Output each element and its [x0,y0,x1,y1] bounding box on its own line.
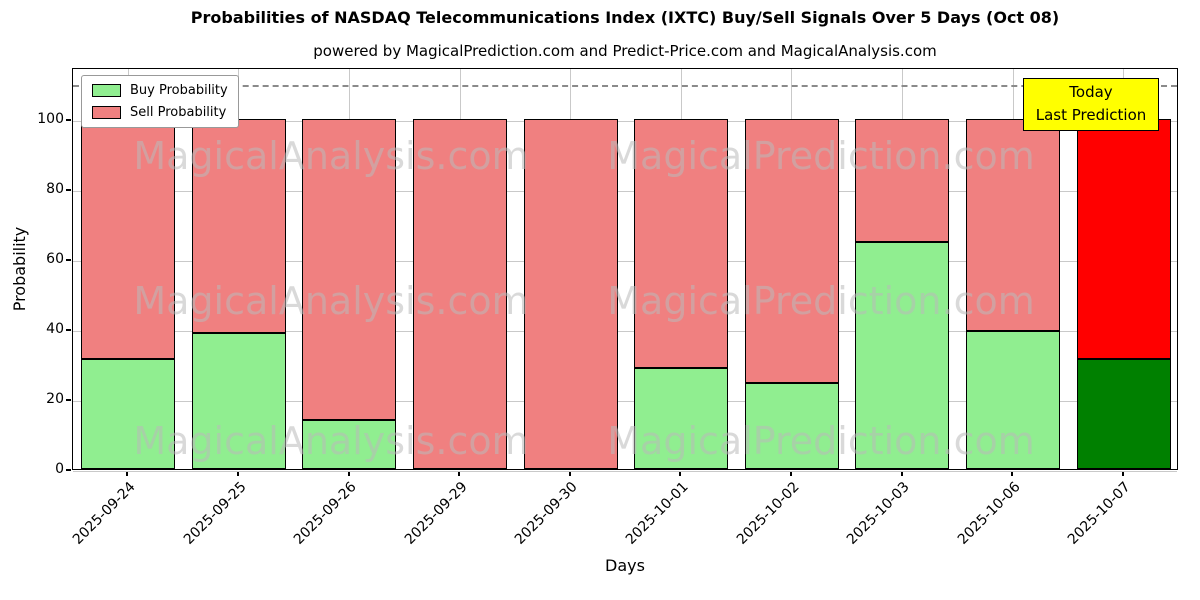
y-tick-label: 60 [46,251,64,268]
watermark-text: MagicalPrediction.com [607,419,1035,463]
x-tick-mark [900,471,903,476]
gridline-horizontal [73,400,1177,402]
y-tick-mark [66,259,71,262]
watermark-text: MagicalPrediction.com [607,279,1035,323]
legend-item: Sell Probability [92,105,228,120]
buy-bar-segment [855,241,950,469]
x-tick-label: 2025-10-01 [622,479,692,548]
y-tick-mark [66,399,71,402]
plot-area: Buy Probability Sell Probability Today La… [72,68,1178,472]
x-tick-label: 2025-10-02 [733,479,803,548]
sell-bar-segment [855,119,950,242]
sell-bar-segment [744,119,839,384]
legend-item: Buy Probability [92,83,228,98]
gridline-horizontal [73,190,1177,192]
legend-label: Buy Probability [130,83,228,98]
sell-bar-segment [413,119,508,469]
x-tick-mark [568,471,571,476]
sell-bar-segment [302,119,397,421]
buy-legend-swatch [92,84,121,97]
gridline-horizontal [73,260,1177,262]
watermark-text: MagicalAnalysis.com [133,419,529,463]
sell-bar-segment [1076,119,1171,359]
x-tick-mark [1011,471,1014,476]
x-tick-label: 2025-09-26 [290,479,360,548]
dashed-reference-line [73,85,1177,88]
x-tick-label: 2025-10-06 [954,479,1024,548]
x-axis-label: Days [605,556,645,575]
x-tick-label: 2025-09-29 [401,479,471,548]
buy-bar-segment [302,420,397,469]
x-tick-mark [789,471,792,476]
y-tick-label: 20 [46,391,64,408]
watermark-text: MagicalPrediction.com [607,134,1035,178]
legend: Buy Probability Sell Probability [81,75,239,128]
x-tick-mark [679,471,682,476]
y-tick-label: 100 [37,111,64,128]
sell-bar-segment [966,119,1061,331]
gridline-horizontal [73,470,1177,472]
sell-legend-swatch [92,106,121,119]
sell-bar-segment [81,119,176,359]
today-annotation: Today Last Prediction [1023,78,1159,131]
y-tick-mark [66,329,71,332]
x-tick-label: 2025-10-07 [1065,479,1135,548]
gridline-horizontal [73,330,1177,332]
chart-title: Probabilities of NASDAQ Telecommunicatio… [190,8,1060,27]
y-tick-label: 40 [46,321,64,338]
buy-bar-segment [634,367,729,469]
y-tick-mark [66,189,71,192]
x-tick-label: 2025-10-03 [843,479,913,548]
x-tick-mark [347,471,350,476]
x-tick-mark [458,471,461,476]
buy-bar-segment [744,383,839,469]
buy-bar-segment [191,332,286,469]
watermark-text: MagicalAnalysis.com [133,134,529,178]
sell-bar-segment [634,119,729,368]
x-tick-mark [126,471,129,476]
x-tick-label: 2025-09-30 [512,479,582,548]
annotation-line-1: Today [1069,83,1113,101]
buy-bar-segment [966,330,1061,469]
y-tick-mark [66,119,71,122]
legend-label: Sell Probability [130,105,227,120]
x-tick-mark [236,471,239,476]
sell-bar-segment [191,119,286,333]
x-tick-mark [1121,471,1124,476]
buy-bar-segment [81,358,176,469]
y-axis-label: Probability [10,226,29,312]
x-tick-label: 2025-09-24 [69,479,139,548]
annotation-line-2: Last Prediction [1035,105,1147,124]
gridline-horizontal [73,120,1177,122]
y-tick-label: 80 [46,181,64,198]
y-tick-label: 0 [55,461,64,477]
sell-bar-segment [523,119,618,469]
watermark-text: MagicalAnalysis.com [133,279,529,323]
buy-bar-segment [1076,358,1171,469]
chart-subtitle: powered by MagicalPrediction.com and Pre… [313,42,937,60]
y-tick-mark [66,469,71,471]
x-tick-label: 2025-09-25 [180,479,250,548]
